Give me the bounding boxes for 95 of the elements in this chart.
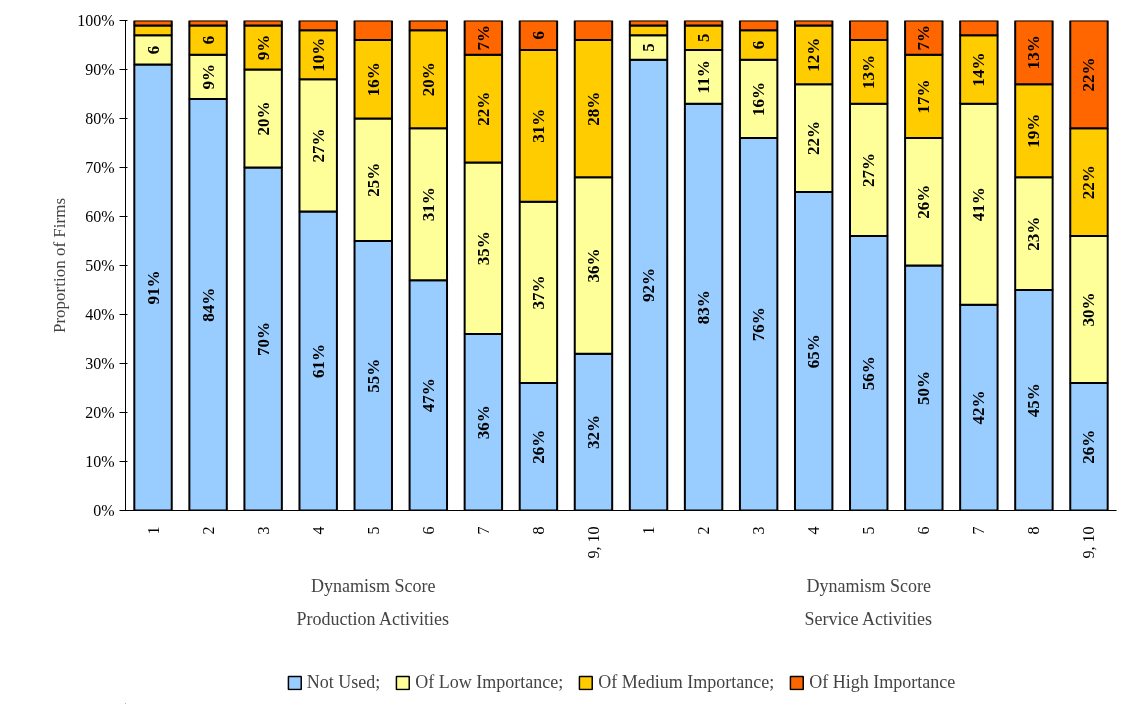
data-label: 22% bbox=[1079, 165, 1099, 200]
y-tick-label: 40% bbox=[85, 306, 115, 323]
data-label: 31% bbox=[528, 108, 548, 143]
y-tick-label: 80% bbox=[85, 110, 115, 127]
data-label: 10% bbox=[308, 37, 328, 72]
data-label: 12% bbox=[804, 37, 824, 72]
data-label: 36% bbox=[473, 405, 493, 440]
x-tick-label: 8 bbox=[529, 526, 547, 535]
data-label: 14% bbox=[969, 52, 989, 87]
data-label: 22% bbox=[1079, 57, 1099, 92]
data-label: 7% bbox=[914, 24, 934, 51]
y-tick-label: 30% bbox=[85, 355, 115, 372]
y-tick-label: 10% bbox=[85, 453, 115, 470]
y-tick-label: 100% bbox=[77, 12, 115, 29]
x-tick-label: 1 bbox=[144, 526, 162, 535]
data-label: 42% bbox=[969, 390, 989, 425]
data-label: 6 bbox=[749, 40, 769, 50]
data-label: 70% bbox=[253, 322, 273, 356]
data-label: 91% bbox=[143, 270, 163, 305]
data-label: 20% bbox=[418, 62, 438, 97]
y-tick-label: 70% bbox=[85, 159, 115, 176]
data-label: 31% bbox=[418, 187, 438, 222]
y-tick-label: 0% bbox=[93, 502, 115, 519]
data-label: 25% bbox=[363, 162, 383, 197]
data-label: 13% bbox=[1024, 35, 1044, 70]
x-tick-label: 6 bbox=[915, 526, 933, 535]
data-label: 50% bbox=[914, 371, 934, 405]
x-tick-label: 4 bbox=[309, 526, 327, 535]
x-tick-label: 1 bbox=[640, 526, 658, 535]
data-label: 17% bbox=[914, 79, 934, 114]
data-label: 9% bbox=[198, 64, 218, 90]
data-label: 36% bbox=[583, 248, 603, 283]
data-label: 35% bbox=[473, 231, 493, 266]
legend-label: Of Low Importance; bbox=[415, 671, 564, 693]
text: Production Activities bbox=[296, 608, 450, 629]
data-label: 11% bbox=[694, 60, 714, 94]
data-label: 61% bbox=[308, 344, 328, 379]
text: Dynamism Score bbox=[806, 575, 931, 596]
data-label: 27% bbox=[859, 152, 879, 187]
x-tick-label: 7 bbox=[474, 526, 492, 535]
data-label: 32% bbox=[583, 415, 603, 450]
data-label: 41% bbox=[969, 187, 989, 222]
data-label: 6 bbox=[528, 30, 548, 40]
data-label: 47% bbox=[418, 378, 438, 413]
data-label: 13% bbox=[859, 54, 879, 89]
data-label: 92% bbox=[639, 268, 659, 303]
x-tick-label: 5 bbox=[860, 526, 878, 535]
x-tick-label: 2 bbox=[199, 526, 217, 535]
legend-label: Not Used; bbox=[306, 671, 381, 693]
data-label: 83% bbox=[694, 290, 714, 325]
data-label: 5 bbox=[694, 33, 714, 42]
legend-label: Of Medium Importance; bbox=[598, 671, 775, 693]
data-label: 37% bbox=[528, 275, 548, 310]
data-label: 23% bbox=[1024, 216, 1044, 251]
x-tick-label: 9, 10 bbox=[1080, 526, 1098, 559]
data-label: 26% bbox=[1079, 429, 1099, 464]
y-axis-title: Proportion of Firms bbox=[50, 197, 70, 334]
x-tick-label: 8 bbox=[1025, 526, 1043, 535]
x-tick-label: 3 bbox=[750, 526, 768, 535]
y-tick-label: 50% bbox=[85, 257, 115, 274]
data-label: 84% bbox=[198, 287, 218, 322]
data-label: 28% bbox=[583, 91, 603, 126]
data-label: 26% bbox=[914, 184, 934, 219]
data-label: 9% bbox=[253, 34, 273, 61]
legend-label: Of High Importance bbox=[809, 671, 956, 693]
text: Service Activities bbox=[804, 608, 932, 629]
text: Dynamism Score bbox=[311, 575, 436, 596]
data-label: 20% bbox=[253, 101, 273, 136]
x-tick-label: 7 bbox=[970, 526, 988, 535]
data-label: 30% bbox=[1079, 292, 1099, 327]
data-label: 26% bbox=[528, 429, 548, 464]
x-tick-label: 6 bbox=[419, 526, 437, 535]
data-label: 22% bbox=[473, 91, 493, 126]
data-label: 56% bbox=[859, 356, 879, 391]
data-label: 16% bbox=[363, 62, 383, 97]
data-label: 6 bbox=[198, 35, 218, 45]
x-tick-label: 5 bbox=[364, 526, 382, 535]
y-tick-label: 90% bbox=[85, 61, 115, 78]
data-label: 76% bbox=[749, 307, 769, 342]
data-label: 65% bbox=[804, 334, 824, 369]
data-label: 27% bbox=[308, 128, 328, 163]
data-label: 45% bbox=[1024, 383, 1044, 418]
data-label: 7% bbox=[473, 24, 493, 51]
data-label: 6 bbox=[143, 45, 163, 55]
x-tick-label: 9, 10 bbox=[584, 526, 602, 559]
data-label: 16% bbox=[749, 81, 769, 116]
y-tick-label: 60% bbox=[85, 208, 115, 225]
y-tick-label: 20% bbox=[85, 404, 115, 421]
data-label: 19% bbox=[1024, 113, 1044, 148]
data-label: 5 bbox=[639, 43, 659, 52]
data-label: 55% bbox=[363, 358, 383, 393]
x-tick-label: 4 bbox=[805, 526, 823, 535]
x-tick-label: 2 bbox=[695, 526, 713, 535]
x-tick-label: 3 bbox=[254, 526, 272, 535]
data-label: 22% bbox=[804, 121, 824, 156]
